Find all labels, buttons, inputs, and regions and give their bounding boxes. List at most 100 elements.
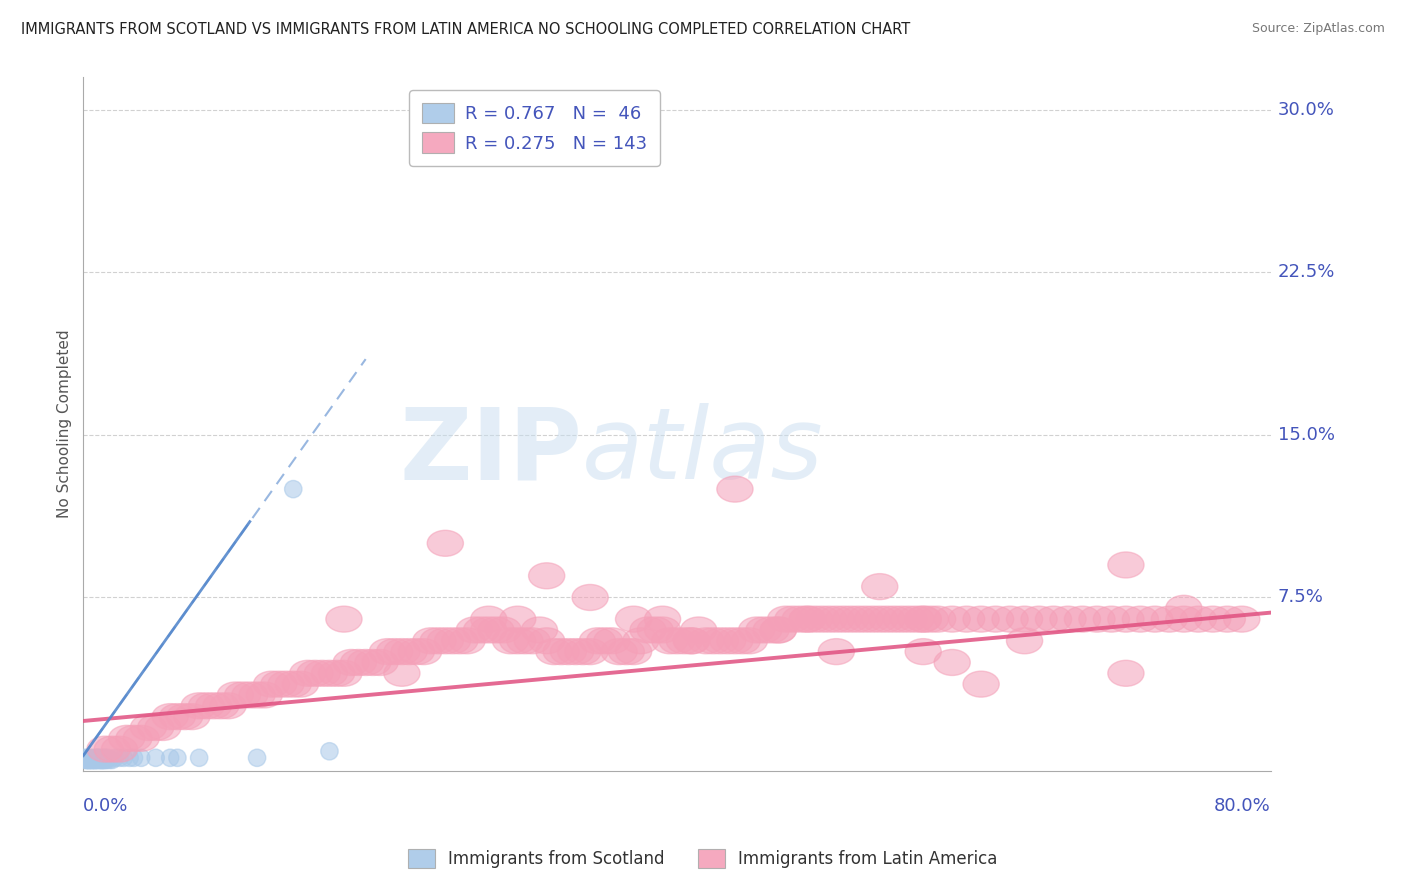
Ellipse shape	[673, 628, 710, 654]
Ellipse shape	[508, 628, 543, 654]
Text: 0.0%: 0.0%	[83, 797, 129, 814]
Ellipse shape	[818, 607, 855, 632]
Ellipse shape	[125, 749, 142, 766]
Ellipse shape	[77, 751, 94, 769]
Ellipse shape	[963, 607, 1000, 632]
Ellipse shape	[91, 749, 110, 766]
Ellipse shape	[131, 714, 166, 740]
Ellipse shape	[789, 607, 825, 632]
Text: Source: ZipAtlas.com: Source: ZipAtlas.com	[1251, 22, 1385, 36]
Ellipse shape	[522, 617, 558, 643]
Ellipse shape	[79, 749, 97, 766]
Ellipse shape	[818, 639, 855, 665]
Ellipse shape	[246, 682, 283, 708]
Ellipse shape	[905, 607, 941, 632]
Ellipse shape	[572, 584, 609, 610]
Ellipse shape	[145, 714, 181, 740]
Ellipse shape	[934, 607, 970, 632]
Ellipse shape	[768, 607, 804, 632]
Ellipse shape	[80, 751, 98, 769]
Ellipse shape	[478, 617, 515, 643]
Ellipse shape	[249, 749, 266, 766]
Ellipse shape	[290, 660, 326, 686]
Ellipse shape	[761, 617, 796, 643]
Ellipse shape	[934, 649, 970, 675]
Ellipse shape	[1050, 607, 1085, 632]
Text: 30.0%: 30.0%	[1278, 101, 1334, 119]
Ellipse shape	[1195, 607, 1230, 632]
Ellipse shape	[97, 751, 114, 769]
Ellipse shape	[963, 671, 1000, 698]
Ellipse shape	[898, 607, 934, 632]
Ellipse shape	[862, 574, 898, 599]
Ellipse shape	[920, 607, 956, 632]
Ellipse shape	[209, 693, 246, 719]
Text: 22.5%: 22.5%	[1278, 263, 1336, 282]
Ellipse shape	[492, 628, 529, 654]
Ellipse shape	[905, 607, 941, 632]
Ellipse shape	[811, 607, 848, 632]
Ellipse shape	[550, 639, 586, 665]
Ellipse shape	[724, 628, 761, 654]
Ellipse shape	[949, 607, 984, 632]
Ellipse shape	[79, 751, 97, 769]
Ellipse shape	[333, 649, 370, 675]
Ellipse shape	[543, 639, 579, 665]
Ellipse shape	[651, 628, 688, 654]
Ellipse shape	[761, 617, 796, 643]
Ellipse shape	[427, 530, 464, 557]
Ellipse shape	[515, 628, 550, 654]
Ellipse shape	[717, 628, 754, 654]
Ellipse shape	[232, 682, 269, 708]
Ellipse shape	[609, 639, 644, 665]
Ellipse shape	[1223, 607, 1260, 632]
Ellipse shape	[659, 628, 695, 654]
Ellipse shape	[311, 660, 347, 686]
Ellipse shape	[673, 628, 710, 654]
Ellipse shape	[441, 628, 478, 654]
Ellipse shape	[94, 749, 112, 766]
Ellipse shape	[115, 749, 132, 766]
Ellipse shape	[297, 660, 333, 686]
Ellipse shape	[1094, 607, 1129, 632]
Ellipse shape	[745, 617, 782, 643]
Ellipse shape	[87, 749, 105, 766]
Ellipse shape	[529, 628, 565, 654]
Ellipse shape	[195, 693, 232, 719]
Ellipse shape	[98, 751, 115, 769]
Ellipse shape	[77, 751, 94, 769]
Ellipse shape	[1007, 628, 1043, 654]
Ellipse shape	[166, 704, 202, 730]
Ellipse shape	[1166, 595, 1202, 622]
Text: atlas: atlas	[582, 403, 824, 500]
Ellipse shape	[253, 671, 290, 698]
Ellipse shape	[304, 660, 340, 686]
Ellipse shape	[869, 607, 905, 632]
Legend: R = 0.767   N =  46, R = 0.275   N = 143: R = 0.767 N = 46, R = 0.275 N = 143	[409, 90, 659, 166]
Ellipse shape	[391, 639, 427, 665]
Text: ZIP: ZIP	[399, 403, 582, 500]
Ellipse shape	[703, 628, 738, 654]
Ellipse shape	[485, 617, 522, 643]
Ellipse shape	[354, 649, 391, 675]
Ellipse shape	[427, 628, 464, 654]
Ellipse shape	[283, 671, 319, 698]
Ellipse shape	[86, 751, 104, 769]
Ellipse shape	[100, 749, 117, 766]
Ellipse shape	[83, 751, 101, 769]
Ellipse shape	[688, 628, 724, 654]
Ellipse shape	[1021, 607, 1057, 632]
Ellipse shape	[731, 628, 768, 654]
Ellipse shape	[159, 704, 195, 730]
Ellipse shape	[284, 481, 302, 498]
Ellipse shape	[169, 749, 186, 766]
Ellipse shape	[340, 649, 377, 675]
Ellipse shape	[1122, 607, 1159, 632]
Ellipse shape	[855, 607, 890, 632]
Ellipse shape	[319, 660, 354, 686]
Ellipse shape	[111, 749, 128, 766]
Text: 15.0%: 15.0%	[1278, 426, 1334, 444]
Ellipse shape	[398, 639, 434, 665]
Ellipse shape	[132, 749, 150, 766]
Ellipse shape	[738, 617, 775, 643]
